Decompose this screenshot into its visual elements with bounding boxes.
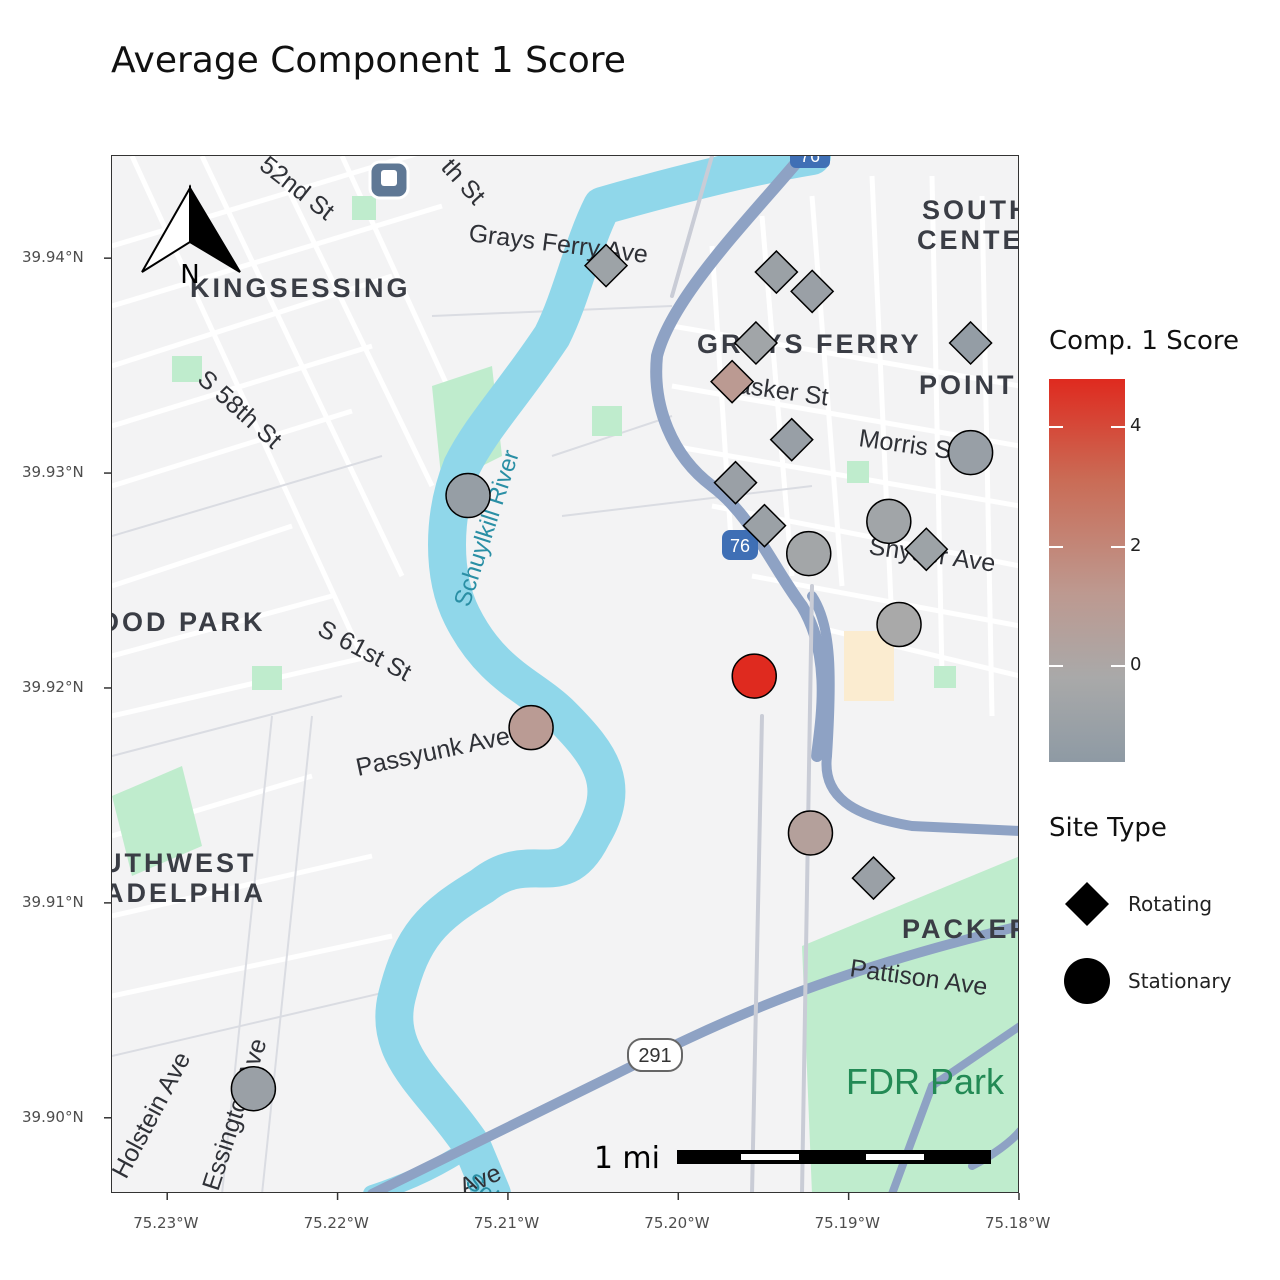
route-76-shield: 76 xyxy=(722,530,758,560)
color-bar-tick-label: 4 xyxy=(1130,414,1142,436)
x-tick-label: 75.22°W xyxy=(303,1214,369,1232)
map-panel: 76 76 291 KINGSESSING GRAYS FERRY SOUTH … xyxy=(111,155,1019,1193)
color-bar-tick xyxy=(1049,425,1063,428)
rotating-site-point xyxy=(790,269,835,314)
color-bar-tick xyxy=(1111,425,1125,428)
x-tick-label: 75.20°W xyxy=(644,1214,710,1232)
color-bar-tick xyxy=(1049,545,1063,548)
label-morris-st: Morris St xyxy=(857,424,960,466)
y-tick-label: 39.91°N xyxy=(22,892,84,911)
svg-text:76: 76 xyxy=(800,156,820,166)
label-south: SOUTH xyxy=(922,195,1019,225)
svg-text:291: 291 xyxy=(638,1045,671,1067)
rotating-site-point xyxy=(583,243,629,288)
label-point: POINT xyxy=(919,370,1017,400)
label-philadelphia: ADELPHIA xyxy=(112,878,266,908)
y-tick-label: 39.94°N xyxy=(22,248,84,267)
label-packer: PACKER xyxy=(902,914,1019,944)
y-tick-label: 39.92°N xyxy=(22,677,84,696)
rotating-site-point xyxy=(742,503,787,548)
stationary-site-point xyxy=(445,472,491,519)
rotating-site-point xyxy=(713,460,758,505)
north-arrow: N xyxy=(141,184,241,290)
y-tick-label: 39.93°N xyxy=(22,463,84,482)
stationary-site-point xyxy=(230,1065,277,1112)
label-kingsessing: KINGSESSING xyxy=(190,273,411,303)
color-bar-tick xyxy=(1111,545,1125,548)
label-holstein: Holstein Ave xyxy=(112,1047,196,1182)
label-wood-park: OOD PARK xyxy=(112,607,266,637)
label-essington: Essington Ave xyxy=(197,1035,272,1193)
stationary-site-point xyxy=(866,498,912,545)
svg-text:76: 76 xyxy=(730,536,750,556)
label-center: CENTER xyxy=(917,225,1019,255)
rotating-site-point xyxy=(710,359,755,404)
rotating-site-point xyxy=(733,320,779,366)
stationary-site-point xyxy=(876,601,922,648)
y-tick-label: 39.90°N xyxy=(22,1107,84,1126)
legend-item-rotating: Rotating xyxy=(1128,892,1213,916)
label-s52nd: 52nd St xyxy=(254,156,339,226)
site-points xyxy=(230,243,994,1112)
label-passyunk-ave: Passyunk Ave xyxy=(353,722,512,782)
color-bar-tick-label: 0 xyxy=(1130,654,1142,676)
rotating-site-point xyxy=(948,320,993,366)
rotating-site-point xyxy=(851,856,896,901)
x-tick-label: 75.19°W xyxy=(814,1214,880,1232)
stationary-key-icon xyxy=(1064,958,1110,1004)
stationary-site-point xyxy=(787,810,834,856)
north-arrow-label: N xyxy=(180,260,199,290)
x-tick-label: 75.18°W xyxy=(985,1214,1051,1232)
rotating-site-point xyxy=(754,249,799,295)
legend-item-stationary: Stationary xyxy=(1128,969,1232,993)
basemap: 76 76 291 KINGSESSING GRAYS FERRY SOUTH … xyxy=(112,156,1019,1193)
stationary-site-point xyxy=(731,653,777,699)
x-tick-label: 75.23°W xyxy=(133,1214,199,1232)
label-grays-ferry: GRAYS FERRY xyxy=(697,329,922,359)
color-bar xyxy=(1049,379,1125,762)
rotating-site-point xyxy=(769,417,814,462)
rotating-site-point xyxy=(904,527,949,572)
label-fdr-park: FDR Park xyxy=(846,1061,1005,1102)
color-legend-title: Comp. 1 Score xyxy=(1049,326,1240,356)
stationary-site-point xyxy=(786,530,832,577)
stationary-site-point xyxy=(947,429,994,476)
route-76-shield-top: 76 xyxy=(790,156,830,168)
parks xyxy=(112,196,1018,1192)
color-bar-tick xyxy=(1111,665,1125,668)
label-southwest: UTHWEST xyxy=(112,848,256,878)
scale-bar-label: 1 mi xyxy=(594,1141,660,1176)
x-tick-label: 75.21°W xyxy=(473,1214,540,1232)
rotating-key-icon xyxy=(1065,882,1109,926)
minor-roads xyxy=(112,305,813,1192)
color-bar-tick-label: 2 xyxy=(1130,534,1142,556)
route-291-shield: 291 xyxy=(627,1038,683,1072)
label-th-st: th St xyxy=(436,156,491,210)
scale-bar: 1 mi xyxy=(594,1141,991,1176)
color-bar-tick xyxy=(1049,665,1063,668)
street-grid xyxy=(112,156,1018,999)
train-station-icon xyxy=(368,160,410,200)
shape-legend-title: Site Type xyxy=(1049,813,1167,843)
chart-title: Average Component 1 Score xyxy=(111,40,626,81)
label-s61st: S 61st St xyxy=(313,615,416,687)
stationary-site-point xyxy=(508,704,554,751)
shape-legend-keys xyxy=(1064,882,1110,1004)
